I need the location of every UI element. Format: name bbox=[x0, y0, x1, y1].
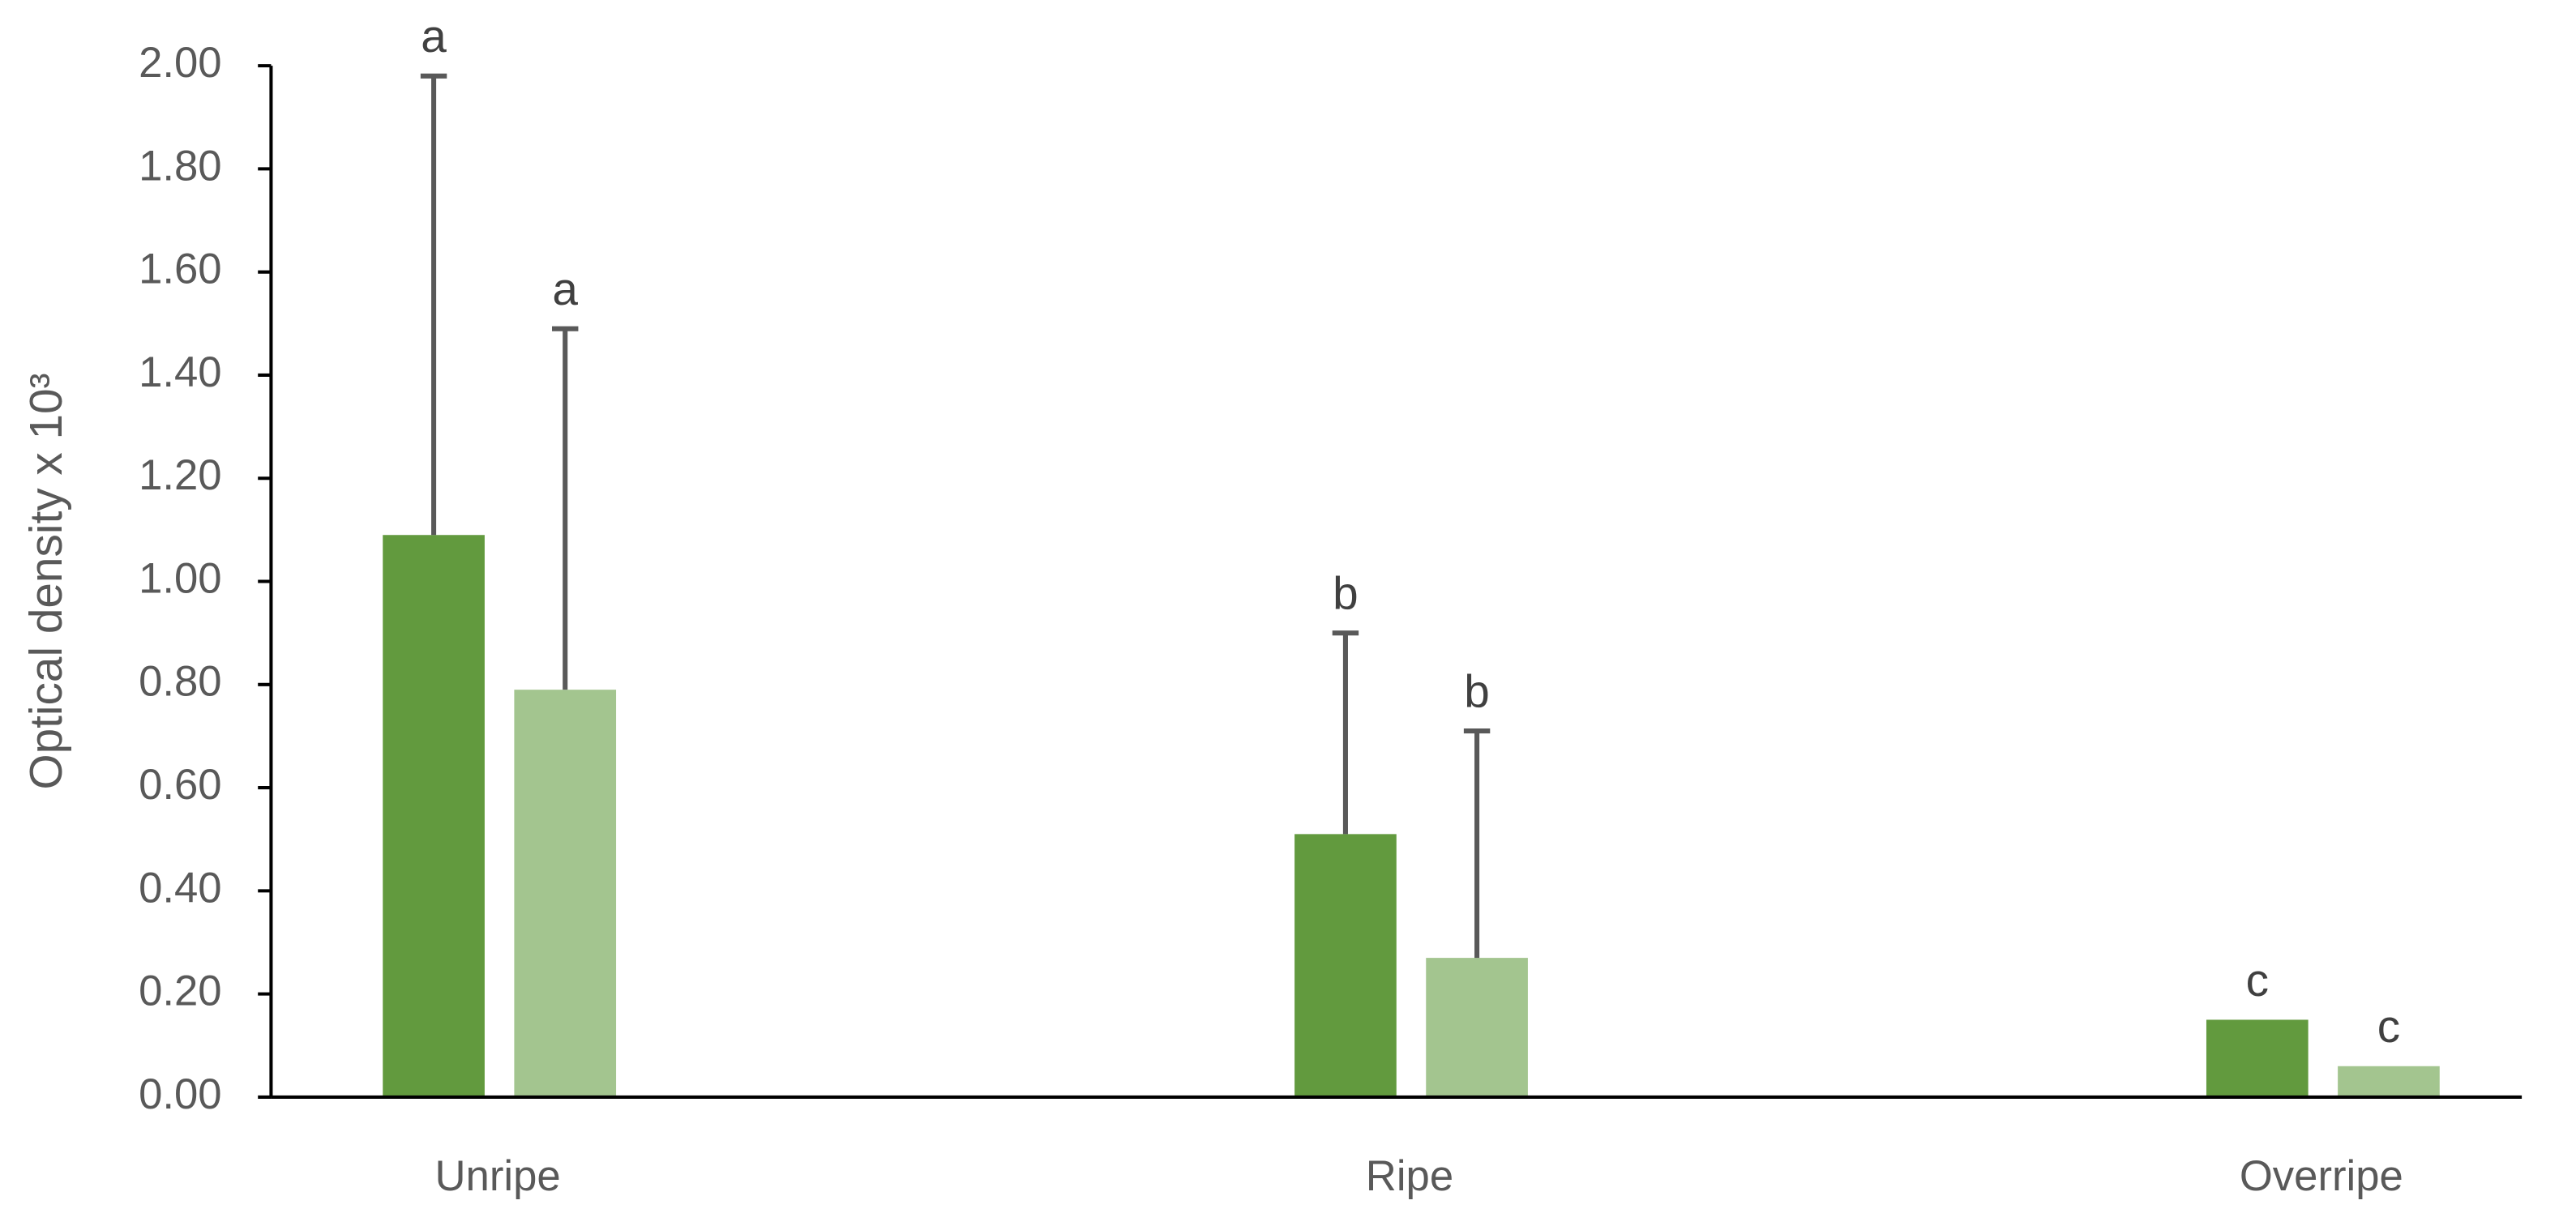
error-bar bbox=[1463, 728, 1491, 959]
y-tick-label: 1.20 bbox=[139, 451, 222, 499]
significance-letter: b bbox=[1333, 569, 1359, 620]
error-bar bbox=[420, 73, 447, 536]
significance-letter: c bbox=[2246, 955, 2269, 1006]
x-tick-label: Overripe bbox=[2240, 1152, 2403, 1200]
y-tick-label: 1.60 bbox=[139, 246, 222, 293]
significance-letter: c bbox=[2377, 1002, 2400, 1053]
y-tick-label: 0.60 bbox=[139, 761, 222, 809]
x-tick-label: Unripe bbox=[435, 1152, 561, 1200]
y-tick-label: 0.20 bbox=[139, 968, 222, 1015]
error-bar bbox=[1332, 630, 1359, 835]
x-tick-label: Ripe bbox=[1366, 1152, 1453, 1200]
y-tick-label: 2.00 bbox=[139, 39, 222, 87]
bar bbox=[2338, 1066, 2440, 1097]
y-tick-label: 1.80 bbox=[139, 142, 222, 190]
y-tick-label: 0.00 bbox=[139, 1070, 222, 1118]
significance-letter: b bbox=[1464, 666, 1490, 717]
y-tick-label: 1.40 bbox=[139, 348, 222, 396]
bar bbox=[1294, 834, 1397, 1097]
bar bbox=[383, 535, 485, 1097]
y-tick-label: 0.80 bbox=[139, 658, 222, 706]
bar bbox=[514, 690, 617, 1097]
bar bbox=[2206, 1019, 2309, 1097]
bar bbox=[1426, 958, 1528, 1097]
error-bar bbox=[552, 326, 579, 690]
y-tick-label: 0.40 bbox=[139, 864, 222, 912]
significance-letter: a bbox=[552, 264, 578, 315]
y-tick-label: 1.00 bbox=[139, 554, 222, 602]
significance-letter: a bbox=[421, 11, 447, 62]
y-axis-label: Optical density x 10³ bbox=[21, 374, 72, 790]
